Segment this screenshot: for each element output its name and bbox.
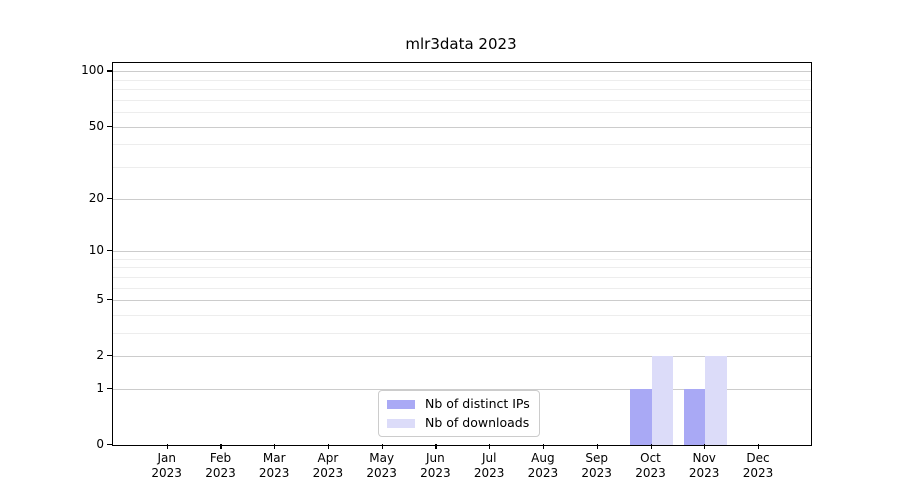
gridline-major	[113, 299, 811, 301]
gridline-major	[113, 250, 811, 252]
x-tick-month: Jul	[481, 451, 497, 465]
y-tick-mark	[107, 355, 112, 357]
y-tick-label: 0	[96, 437, 104, 451]
x-tick-month: Apr	[317, 451, 339, 465]
x-tick-mark	[543, 444, 545, 449]
gridline-minor	[113, 112, 811, 114]
x-tick-mark	[274, 444, 276, 449]
x-tick-label: Mar 2023	[242, 451, 306, 481]
legend: Nb of distinct IPs Nb of downloads	[378, 390, 540, 437]
x-tick-year: 2023	[635, 466, 666, 480]
x-tick-label: Jul 2023	[457, 451, 521, 481]
x-tick-mark	[650, 444, 652, 449]
gridline-major	[113, 126, 811, 128]
legend-swatch	[387, 418, 415, 428]
x-tick-label: Jan 2023	[135, 451, 199, 481]
x-tick-mark	[166, 444, 168, 449]
x-tick-mark	[596, 444, 598, 449]
plot-area: Nb of distinct IPs Nb of downloads	[112, 62, 812, 446]
y-axis: 0 1 2 5 10 20 50 100	[40, 62, 104, 451]
x-tick-year: 2023	[312, 466, 344, 480]
x-tick-month: Mar	[262, 451, 286, 465]
x-tick-label: Sep 2023	[565, 451, 629, 481]
y-tick-label: 1	[96, 380, 104, 395]
bar-downloads	[651, 356, 673, 445]
x-tick-month: May	[369, 451, 395, 465]
y-tick-mark	[107, 444, 112, 446]
y-tick-label: 2	[96, 348, 104, 363]
gridline-minor	[113, 144, 811, 146]
gridline-minor	[113, 167, 811, 168]
bar-downloads	[705, 356, 727, 445]
y-tick-mark	[107, 249, 112, 252]
y-tick-mark	[107, 197, 112, 199]
gridline-major	[113, 388, 811, 390]
x-tick-year: 2023	[688, 466, 720, 480]
x-tick-year: 2023	[258, 466, 290, 480]
y-tick-mark	[107, 70, 112, 72]
gridline-major	[113, 356, 811, 358]
y-tick-label: 100	[81, 63, 104, 78]
x-tick-month: Sep	[585, 451, 608, 465]
x-tick-mark	[220, 444, 222, 449]
legend-label: Nb of downloads	[425, 415, 530, 430]
x-tick-year: 2023	[527, 466, 559, 480]
gridline-major	[113, 71, 811, 73]
x-tick-mark	[704, 444, 706, 449]
y-tick-label: 20	[88, 190, 104, 205]
x-tick-month: Oct	[640, 451, 661, 465]
gridline-minor	[113, 332, 811, 334]
bar-distinct-ips	[630, 388, 652, 445]
legend-item: Nb of distinct IPs	[387, 397, 530, 411]
y-tick-label: 50	[88, 118, 104, 133]
gridline-minor	[113, 99, 811, 101]
y-tick-mark	[107, 387, 112, 390]
x-tick-year: 2023	[205, 466, 236, 480]
y-tick-label: 10	[88, 242, 104, 257]
legend-swatch	[387, 399, 415, 409]
x-tick-month: Nov	[692, 451, 716, 465]
x-tick-month: Aug	[531, 451, 555, 465]
gridline-major	[113, 198, 811, 200]
x-tick-month: Jan	[157, 451, 176, 465]
bar-distinct-ips	[683, 388, 706, 445]
x-tick-label: Nov 2023	[672, 451, 736, 481]
x-tick-label: Feb 2023	[189, 451, 253, 481]
x-tick-label: Oct 2023	[619, 451, 683, 481]
y-tick-mark	[107, 298, 112, 301]
gridline-minor	[113, 79, 811, 81]
gridline-minor	[113, 267, 811, 269]
y-tick-label: 5	[96, 291, 104, 306]
x-tick-mark	[435, 444, 437, 449]
gridline-minor	[113, 287, 811, 289]
x-tick-year: 2023	[151, 466, 182, 480]
y-tick-mark	[107, 125, 112, 127]
x-tick-year: 2023	[581, 466, 612, 480]
gridline-minor	[113, 276, 811, 278]
chart-title: mlr3data 2023	[405, 35, 517, 53]
x-tick-year: 2023	[473, 466, 505, 480]
gridline-minor	[113, 89, 811, 91]
x-tick-label: May 2023	[350, 451, 414, 481]
x-tick-year: 2023	[366, 466, 397, 480]
x-tick-month: Jun	[426, 451, 445, 465]
x-tick-label: Apr 2023	[296, 451, 360, 481]
x-tick-label: Dec 2023	[726, 451, 790, 481]
legend-label: Nb of distinct IPs	[425, 396, 530, 411]
x-tick-mark	[381, 444, 383, 449]
gridline-minor	[113, 314, 811, 316]
x-tick-year: 2023	[420, 466, 451, 480]
x-tick-mark	[489, 444, 491, 449]
x-axis: Jan 2023 Feb 2023 Mar 2023 Apr 2023 May 2023 Jun 20…	[112, 444, 810, 500]
legend-item: Nb of downloads	[387, 416, 530, 430]
x-tick-mark	[758, 444, 760, 449]
gridline-minor	[113, 258, 811, 260]
x-tick-mark	[327, 444, 330, 449]
x-tick-label: Aug 2023	[511, 451, 575, 481]
x-tick-year: 2023	[742, 466, 774, 480]
x-tick-month: Dec	[746, 451, 770, 465]
x-tick-label: Jun 2023	[403, 451, 467, 481]
x-tick-month: Feb	[209, 451, 232, 465]
